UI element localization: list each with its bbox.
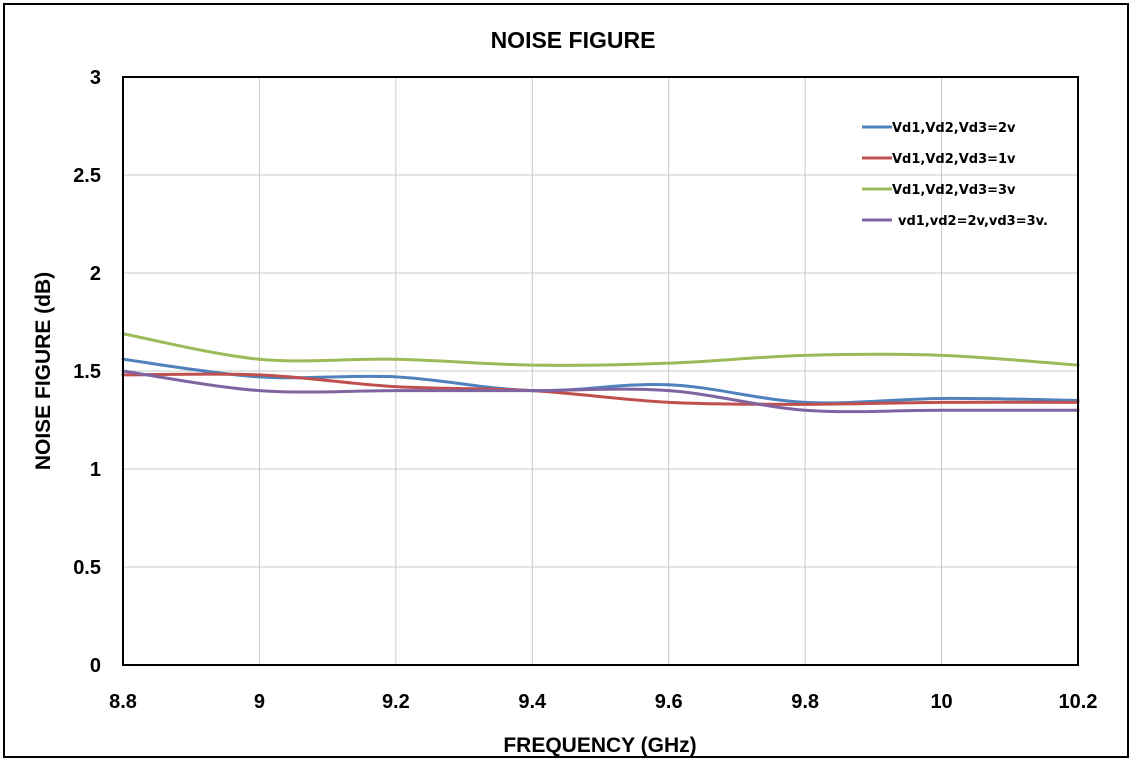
x-tick-label: 9.8 (791, 691, 819, 713)
series-line-3 (123, 334, 1078, 366)
legend-label: Vd1,Vd2,Vd3=1v (892, 152, 1016, 167)
y-axis-title: NOISE FIGURE (dB) (32, 272, 55, 470)
x-tick-labels: 8.8 9 9.2 9.4 9.6 9.8 10 10.2 (109, 691, 1097, 713)
chart-title: NOISE FIGURE (491, 27, 656, 53)
y-tick-label: 0 (90, 655, 101, 677)
x-tick-label: 9.6 (655, 691, 683, 713)
x-tick-label: 10.2 (1059, 691, 1098, 713)
y-tick-label: 3 (90, 67, 101, 89)
x-tick-label: 8.8 (109, 691, 137, 713)
y-tick-label: 1 (90, 459, 101, 481)
x-tick-label: 9 (254, 691, 265, 713)
legend-label: vd1,vd2=2v,vd3=3v. (898, 214, 1048, 229)
y-tick-label: 2 (90, 263, 101, 285)
legend-label: Vd1,Vd2,Vd3=2v (892, 121, 1016, 136)
x-axis-title: FREQUENCY (GHz) (503, 734, 696, 757)
y-tick-labels: 0 0.5 1 1.5 2 2.5 3 (73, 67, 101, 677)
x-tick-label: 10 (930, 691, 952, 713)
y-tick-label: 2.5 (73, 165, 101, 187)
series-lines (123, 334, 1078, 412)
x-tick-label: 9.2 (382, 691, 410, 713)
legend-label: Vd1,Vd2,Vd3=3v (892, 183, 1016, 198)
x-tick-label: 9.4 (518, 691, 547, 713)
y-tick-label: 1.5 (73, 361, 101, 383)
y-tick-label: 0.5 (73, 557, 101, 579)
